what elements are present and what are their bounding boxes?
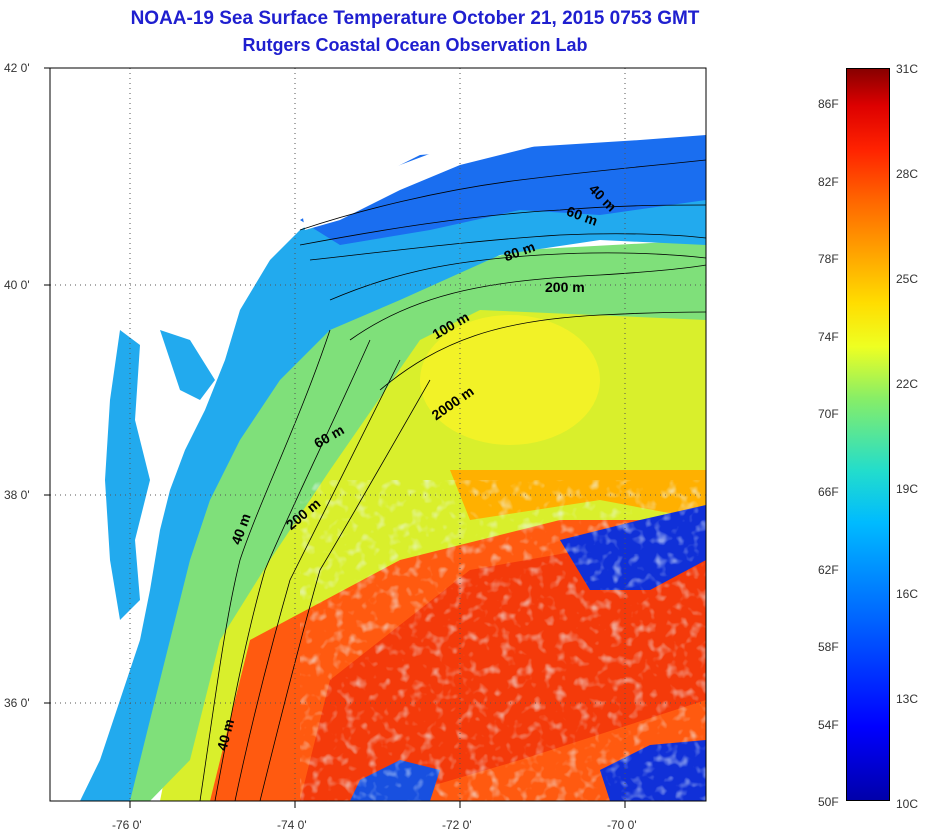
colorbar-c-label: 13C xyxy=(896,692,919,706)
isobath-south-b xyxy=(214,339,371,801)
contour-label: 200 m xyxy=(545,279,585,295)
axis-ticks xyxy=(44,67,626,808)
isobath-100m xyxy=(329,252,706,301)
isobath-80m xyxy=(309,233,706,261)
colorbar-f-label: 66F xyxy=(818,485,839,499)
isobath-south-d xyxy=(259,379,431,801)
temperature-colorbar xyxy=(846,68,890,801)
colorbar-f-label: 50F xyxy=(818,795,839,809)
colorbar-f-label: 82F xyxy=(818,175,839,189)
lon-label: -72 0' xyxy=(442,818,472,832)
lon-label: -74 0' xyxy=(277,818,307,832)
temperature-field xyxy=(50,68,706,801)
colorbar-c-label: 25C xyxy=(896,272,919,286)
colorbar-f-label: 70F xyxy=(818,407,839,421)
lat-label: 38 0' xyxy=(4,488,30,502)
lat-label: 40 0' xyxy=(4,278,30,292)
isobath-200m xyxy=(349,264,706,341)
isobath-60m xyxy=(299,204,706,246)
isobath-south-c xyxy=(234,359,401,801)
sound-cold-water xyxy=(300,125,706,245)
delaware-bay xyxy=(160,330,215,400)
map-frame xyxy=(49,67,707,802)
lon-label: -70 0' xyxy=(607,818,637,832)
colorbar-c-label: 22C xyxy=(896,377,919,391)
colorbar-f-label: 78F xyxy=(818,252,839,266)
land-new-england xyxy=(250,68,706,215)
map-title: NOAA-19 Sea Surface Temperature October … xyxy=(130,8,700,29)
colorbar-c-label: 28C xyxy=(896,167,919,181)
colorbar-c-label: 10C xyxy=(896,797,919,811)
colorbar-c-label: 16C xyxy=(896,587,919,601)
colorbar-f-label: 74F xyxy=(818,330,839,344)
map-subtitle: Rutgers Coastal Ocean Observation Lab xyxy=(242,35,588,55)
contour-label: 40 m xyxy=(214,717,238,752)
isobath-2000m xyxy=(379,311,706,391)
isobath-south-a xyxy=(199,329,331,801)
isobath-40m xyxy=(299,159,706,231)
lon-label: -76 0' xyxy=(112,818,142,832)
colorbar-f-label: 86F xyxy=(818,97,839,111)
land-long-island xyxy=(300,140,540,230)
colorbar-f-label: 58F xyxy=(818,640,839,654)
graticule xyxy=(50,68,706,801)
colorbar-f-label: 54F xyxy=(818,718,839,732)
lat-label: 36 0' xyxy=(4,696,30,710)
land-mid-atlantic xyxy=(50,68,300,801)
colorbar-c-label: 19C xyxy=(896,482,919,496)
warm-core-ring xyxy=(420,315,600,445)
colorbar-c-label: 31C xyxy=(896,62,919,76)
chesapeake-bay xyxy=(105,330,150,620)
isobaths xyxy=(199,159,706,801)
colorbar-f-label: 62F xyxy=(818,563,839,577)
lat-label: 42 0' xyxy=(4,61,30,75)
